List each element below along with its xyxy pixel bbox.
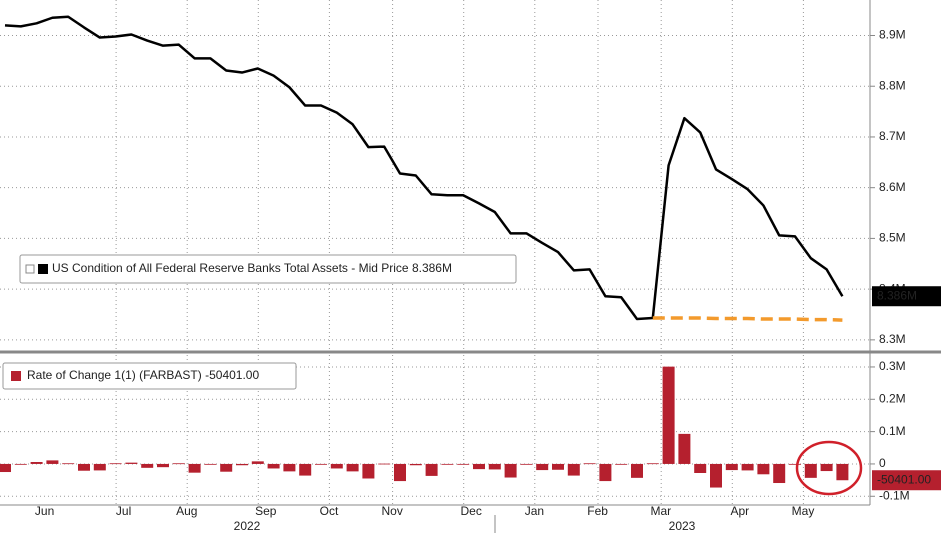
bar [236,463,248,466]
legend-swatch [11,371,21,381]
bar [804,463,817,478]
bar [757,463,770,475]
y-tick-label: 8.6M [879,180,906,194]
legend-box [19,254,517,284]
y-tick-label: 8.9M [879,28,906,42]
bar [14,463,27,465]
legend-value: 8.386M [412,261,452,275]
bar [488,463,501,470]
bar [694,463,707,473]
bar [141,463,154,468]
y-tick-label: 8.7M [879,129,906,143]
bar [583,463,596,465]
bar [646,463,659,465]
bar [615,463,628,465]
bar [631,463,643,478]
bar [267,463,280,469]
bar [741,463,754,471]
x-tick-label: May [792,504,815,518]
bar [789,463,801,465]
bar [220,463,233,472]
bar [662,366,675,464]
last-value-label: -50401.00 [877,472,931,486]
bar [109,463,122,465]
bar [710,463,722,488]
highlight-circle [795,440,863,496]
year-label: 2022 [234,519,261,533]
year-label: 2023 [669,519,696,533]
reference-line [652,316,843,322]
legend-name: US Condition of All Federal Reserve Bank… [52,261,409,275]
x-tick-label: Mar [650,504,671,518]
bar [251,461,264,464]
legend-value: -50401.00 [205,368,259,382]
bar [599,463,612,482]
bar [394,463,406,482]
bar [315,463,327,465]
bar [0,463,11,473]
bar [283,463,296,472]
y-tick-label: 8.3M [879,332,906,346]
bar [773,463,786,484]
bar [157,463,169,468]
bar [346,463,359,472]
bar [378,463,391,465]
bar [30,462,43,464]
y-tick-label: 0 [879,456,886,470]
x-tick-label: Jul [116,504,131,518]
x-tick-label: Sep [255,504,277,518]
bar [204,463,217,465]
legend-box [2,362,297,390]
bar [457,463,470,465]
bar [362,463,375,479]
bar [330,463,343,469]
legend-name: Rate of Change 1(1) (FARBAST) [27,368,202,382]
x-tick-label: Nov [382,504,403,518]
bar [504,463,517,478]
y-tick-label: 0.3M [879,359,906,373]
bar [62,463,75,465]
y-tick-label: 0.2M [879,391,906,405]
x-tick-label: Apr [730,504,749,518]
last-value-box [872,286,941,307]
bar [536,463,549,471]
bar [93,463,106,471]
bar [520,463,533,465]
bar [473,463,485,470]
y-tick-label: 8.8M [879,78,906,92]
bar [820,463,833,472]
bar [172,463,185,465]
x-tick-label: Jan [525,504,544,518]
x-tick-label: Feb [587,504,608,518]
bar [188,463,201,473]
legend-label: Rate of Change 1(1) (FARBAST) -50401.00 [27,368,259,382]
bar [678,433,691,464]
legend-expander [25,264,35,274]
bar [552,463,564,470]
x-tick-label: Jun [35,504,54,518]
y-tick-label: 0.1M [879,424,906,438]
last-value-box [872,470,941,491]
bar [78,463,90,471]
bar [567,463,580,476]
y-tick-label: 8.5M [879,231,906,245]
bar [425,463,438,476]
last-value-label: 8.386M [877,288,917,302]
bar [299,463,312,476]
bar [836,463,849,481]
y-tick-label: -0.1M [879,488,910,502]
x-tick-label: Dec [461,504,482,518]
bar [409,463,422,466]
bar [125,462,138,464]
bar [46,460,59,464]
legend-label: US Condition of All Federal Reserve Bank… [52,261,452,275]
legend-swatch [38,264,48,274]
bar [441,463,454,465]
data-line [4,15,844,321]
x-tick-label: Aug [176,504,197,518]
x-tick-label: Oct [320,504,339,518]
bar [725,463,738,471]
